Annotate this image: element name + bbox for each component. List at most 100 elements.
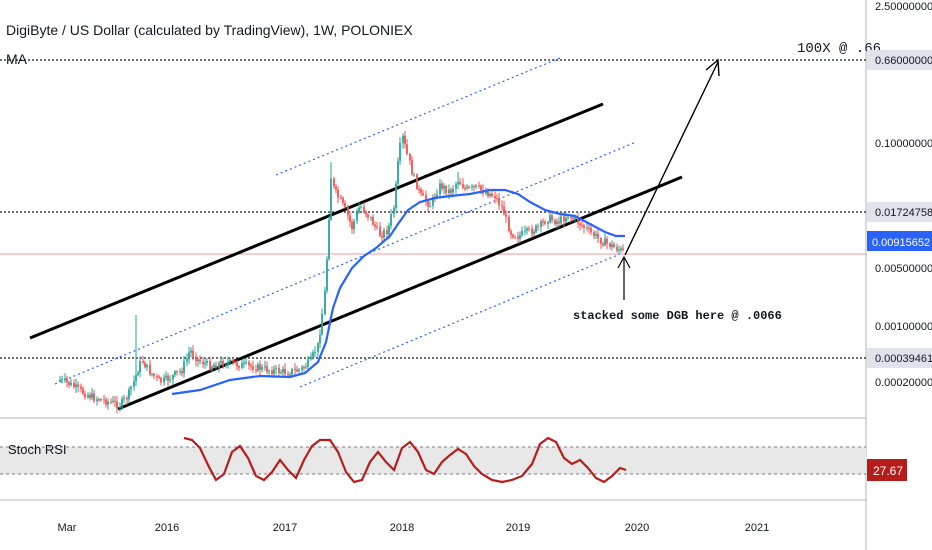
candle-body [291, 368, 293, 375]
candle-body [80, 386, 82, 389]
x-tick-label: 2019 [506, 522, 530, 534]
candle-body [388, 225, 390, 235]
candle-body [554, 220, 556, 224]
candle-body [383, 230, 385, 238]
candle-body [314, 352, 316, 354]
candle-body [565, 217, 567, 222]
candle-body [103, 399, 105, 401]
candle-body [264, 366, 266, 368]
y-tick-label: 0.66000000 [875, 55, 932, 67]
candle-body [259, 364, 261, 370]
candle-body [149, 364, 151, 375]
candle-body [358, 207, 360, 213]
candle-body [611, 244, 613, 247]
candle-body [342, 197, 344, 203]
candle-body [622, 248, 624, 250]
upper-channel-line [29, 102, 604, 340]
candle-body [312, 352, 314, 357]
candle-body [427, 201, 429, 207]
candle-body [397, 160, 399, 184]
candle-body [416, 174, 418, 189]
highlight-tick-bg [867, 348, 932, 368]
candle-body [107, 401, 109, 405]
candle-body [579, 223, 581, 226]
candle-body [144, 362, 146, 368]
candle-body [533, 231, 535, 234]
candle-body [174, 371, 176, 376]
indicator-label: MA [6, 51, 27, 67]
candle-body [273, 369, 275, 374]
candle-body [542, 221, 544, 223]
candle-body [547, 222, 549, 224]
y-tick-label: 0.00020000 [875, 377, 932, 389]
candle-body [284, 368, 286, 374]
candle-body [181, 371, 183, 374]
candle-body [135, 375, 137, 381]
candle-body [535, 225, 537, 232]
candle-body [583, 225, 585, 228]
candle-body [372, 217, 374, 225]
candle-body [593, 232, 595, 236]
candle-body [365, 211, 367, 215]
candle-body [443, 185, 445, 189]
candle-body [280, 372, 282, 374]
candle-body [420, 189, 422, 194]
candle-body [480, 185, 482, 191]
candle-body [604, 238, 606, 246]
candle-body [59, 379, 61, 381]
candle-body [574, 217, 576, 219]
candle-body [73, 382, 75, 388]
candle-body [485, 191, 487, 194]
candle-body [390, 214, 392, 226]
y-tick-label: 0.00039461 [875, 353, 932, 365]
candle-body [252, 366, 254, 370]
candle-body [100, 399, 102, 401]
candle-body [213, 365, 215, 367]
candle-body [333, 178, 335, 187]
candle-body [96, 399, 98, 401]
candle-body [215, 365, 217, 368]
time-axis: Mar 2016 2017 2018 2019 2020 2021 [58, 522, 770, 534]
candle-body [360, 206, 362, 208]
candle-body [287, 373, 289, 375]
candle-body [199, 359, 201, 362]
candle-body [349, 215, 351, 222]
candle-body [146, 364, 148, 368]
candle-body [347, 207, 349, 216]
candle-body [114, 400, 116, 402]
candle-body [422, 193, 424, 196]
candle-body [618, 249, 620, 251]
price-axis: 2.50000000 0.66000000 0.10000000 0.01724758… [867, 1, 932, 389]
target-arrowhead [705, 58, 720, 77]
candle-body [363, 206, 365, 212]
candle-body [234, 361, 236, 363]
candle-body [450, 189, 452, 193]
candle-body [255, 369, 257, 371]
candle-body [204, 363, 206, 365]
candle-body [556, 221, 558, 224]
candle-body [519, 234, 521, 239]
candle-body [266, 366, 268, 372]
candle-body [190, 350, 192, 353]
candle-body [501, 205, 503, 207]
candle-body [278, 367, 280, 374]
x-tick-label: 2016 [155, 522, 179, 534]
candle-body [544, 221, 546, 224]
candle-body [468, 186, 470, 188]
candle-body [606, 238, 608, 244]
candle-body [220, 360, 222, 363]
candle-body [367, 214, 369, 218]
candle-body [455, 184, 457, 189]
candle-body [356, 212, 358, 221]
candle-body [116, 401, 118, 408]
candle-body [560, 216, 562, 224]
candle-body [459, 182, 461, 185]
highlight-tick-bg [867, 202, 932, 222]
candle-body [581, 225, 583, 227]
candle-body [294, 368, 296, 370]
candle-body [110, 401, 112, 403]
candle-body [126, 397, 128, 400]
candle-body [351, 221, 353, 230]
highlight-tick-bg [867, 50, 932, 70]
candle-body [404, 135, 406, 145]
